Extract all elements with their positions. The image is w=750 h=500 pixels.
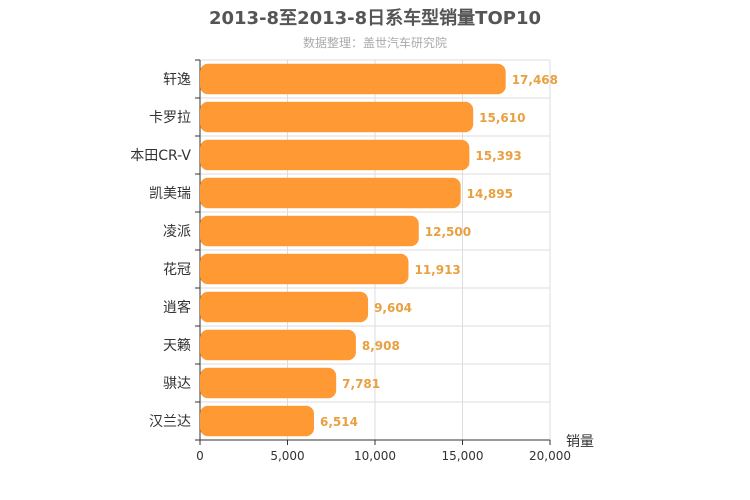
chart-title: 2013-8至2013-8日系车型销量TOP10 bbox=[209, 7, 541, 29]
value-label: 15,610 bbox=[479, 111, 525, 125]
bar[interactable] bbox=[200, 215, 419, 247]
x-axis-ticks: 0 5,000 10,000 15,000 20,000 bbox=[196, 440, 571, 463]
value-label: 17,468 bbox=[512, 73, 558, 87]
bar[interactable] bbox=[200, 63, 506, 95]
value-label: 8,908 bbox=[362, 339, 400, 353]
category-label: 骐达 bbox=[163, 376, 191, 392]
category-label: 卡罗拉 bbox=[149, 110, 191, 126]
x-tick-label: 20,000 bbox=[529, 449, 571, 463]
bar[interactable] bbox=[200, 329, 356, 361]
x-tick-label: 10,000 bbox=[354, 449, 396, 463]
bars: 17,468 15,610 15,393 14,895 12,500 11,913 9,60… bbox=[200, 63, 558, 437]
value-label: 11,913 bbox=[414, 263, 460, 277]
chart-subtitle: 数据整理：盖世汽车研究院 bbox=[303, 35, 447, 50]
category-label: 凌派 bbox=[163, 224, 191, 240]
bar[interactable] bbox=[200, 177, 461, 209]
value-label: 14,895 bbox=[467, 187, 513, 201]
x-tick-label: 15,000 bbox=[442, 449, 484, 463]
bar[interactable] bbox=[200, 253, 409, 285]
bar[interactable] bbox=[200, 405, 314, 437]
bar[interactable] bbox=[200, 139, 470, 171]
x-tick-label: 0 bbox=[196, 449, 204, 463]
category-label: 天籁 bbox=[163, 338, 191, 354]
x-tick-label: 5,000 bbox=[270, 449, 304, 463]
value-label: 6,514 bbox=[320, 415, 358, 429]
category-label: 轩逸 bbox=[163, 72, 191, 88]
category-label: 本田CR-V bbox=[130, 148, 191, 164]
category-label: 逍客 bbox=[163, 299, 191, 316]
value-label: 7,781 bbox=[342, 377, 380, 391]
x-axis-title: 销量 bbox=[566, 434, 594, 450]
bar[interactable] bbox=[200, 291, 369, 323]
value-label: 9,604 bbox=[374, 301, 412, 315]
category-label: 汉兰达 bbox=[149, 414, 191, 430]
category-label: 凯美瑞 bbox=[149, 186, 191, 202]
bar[interactable] bbox=[200, 101, 474, 133]
value-label: 15,393 bbox=[475, 149, 521, 163]
bar[interactable] bbox=[200, 367, 337, 399]
value-label: 12,500 bbox=[425, 225, 471, 239]
category-label: 花冠 bbox=[163, 262, 191, 278]
